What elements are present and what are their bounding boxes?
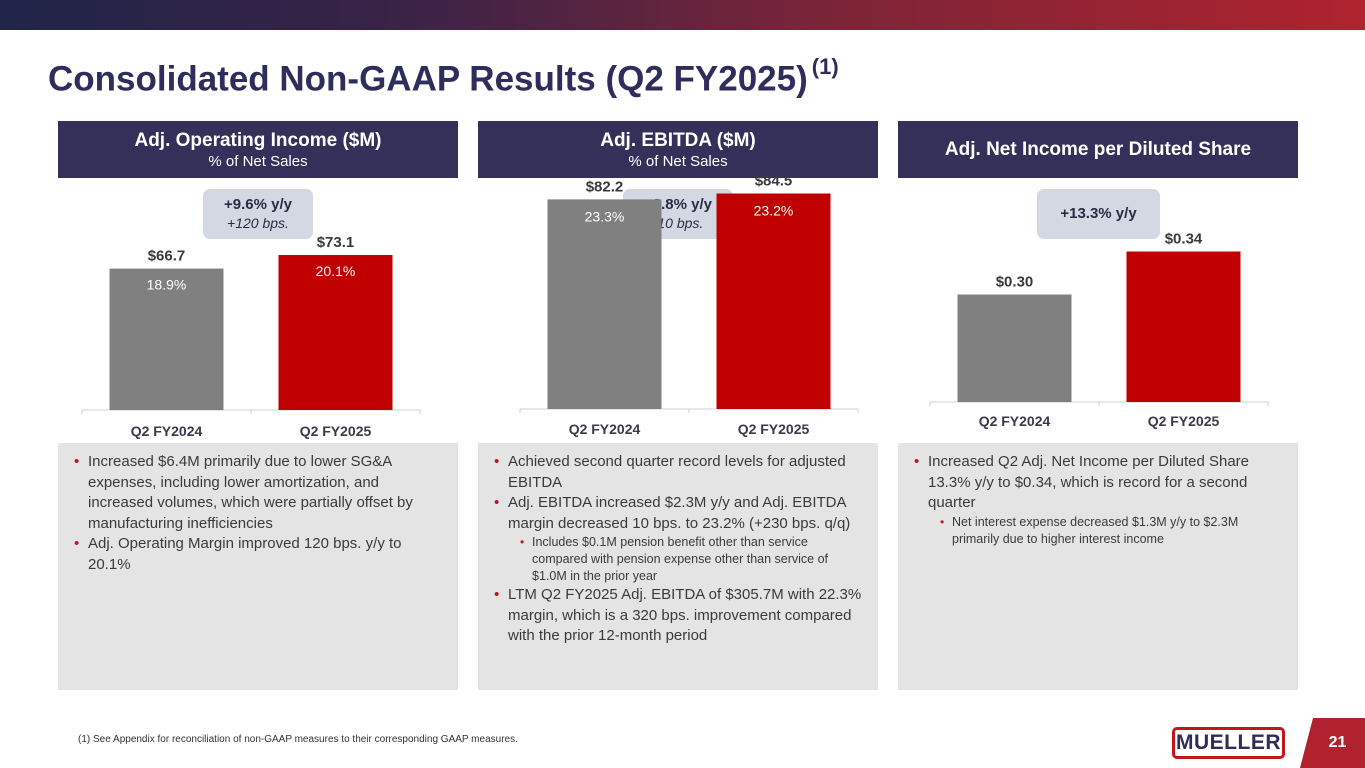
footnote: (1) See Appendix for reconciliation of n…: [78, 734, 518, 745]
x-tick-label: Q2 FY2025: [738, 421, 810, 437]
bullet-item: Adj. EBITDA increased $2.3M y/y and Adj.…: [494, 493, 864, 534]
change-badge-operating-income: +9.6% y/y +120 bps.: [203, 189, 313, 239]
page-number: 21: [1300, 718, 1365, 768]
bar-value-label: $73.1: [317, 234, 355, 251]
top-gradient-bar: [0, 0, 1365, 30]
bar-pct-label: 20.1%: [316, 263, 356, 279]
panel-title: Adj. EBITDA ($M): [600, 130, 756, 151]
bullet-item: Adj. Operating Margin improved 120 bps. …: [74, 534, 444, 575]
bar-q2-fy2025: [278, 255, 393, 410]
chart-operating-income: $66.7 18.9% Q2 FY2024 $73.1 20.1% Q2 FY2025: [81, 234, 421, 439]
bullets-operating-income: Increased $6.4M primarily due to lower S…: [58, 443, 458, 690]
panel-title: Adj. Operating Income ($M): [134, 130, 382, 151]
change-badge-net-income: +13.3% y/y: [1037, 189, 1160, 239]
bullet-item: Increased Q2 Adj. Net Income per Diluted…: [914, 452, 1284, 514]
x-tick-label: Q2 FY2025: [300, 423, 372, 439]
bar-q2-fy2024: [109, 268, 224, 410]
title-footnote-ref: (1): [811, 54, 839, 79]
yoy-change: +2.8% y/y: [644, 196, 712, 213]
bar-value-label: $0.30: [996, 274, 1034, 291]
panel-header-ebitda: Adj. EBITDA ($M) % of Net Sales: [478, 121, 878, 178]
panel-header-net-income: Adj. Net Income per Diluted Share: [898, 121, 1298, 178]
bar-pct-label: 23.2%: [754, 203, 794, 219]
bullet-item: LTM Q2 FY2025 Adj. EBITDA of $305.7M wit…: [494, 585, 864, 647]
bps-change: -10 bps.: [652, 215, 704, 231]
bullet-item: Increased $6.4M primarily due to lower S…: [74, 452, 444, 534]
bullet-item: Achieved second quarter record levels fo…: [494, 452, 864, 493]
x-tick-label: Q2 FY2025: [1148, 413, 1220, 429]
bar-pct-label: 18.9%: [147, 277, 187, 293]
bullets-ebitda: Achieved second quarter record levels fo…: [478, 443, 878, 690]
panel-title: Adj. Net Income per Diluted Share: [944, 139, 1252, 160]
panel-subtitle: % of Net Sales: [208, 153, 308, 170]
yoy-change: +9.6% y/y: [224, 196, 292, 213]
bar-value-label: $66.7: [148, 248, 186, 265]
yoy-change: +13.3% y/y: [1060, 205, 1137, 222]
panel-header-operating-income: Adj. Operating Income ($M) % of Net Sale…: [58, 121, 458, 178]
panel-subtitle: % of Net Sales: [628, 153, 728, 170]
x-tick-label: Q2 FY2024: [131, 423, 203, 439]
bar-value-label: $0.34: [1165, 231, 1203, 248]
bullets-net-income: Increased Q2 Adj. Net Income per Diluted…: [898, 443, 1298, 690]
x-tick-label: Q2 FY2024: [569, 421, 641, 437]
x-tick-label: Q2 FY2024: [979, 413, 1051, 429]
bps-change: +120 bps.: [227, 215, 289, 231]
bar-q2-fy2025: [1126, 251, 1241, 402]
page-title: Consolidated Non-GAAP Results (Q2 FY2025…: [48, 54, 839, 99]
bar-q2-fy2025: [716, 193, 831, 409]
bar-pct-label: 23.3%: [585, 208, 625, 224]
bar-value-label: $82.2: [586, 178, 624, 195]
chart-net-income-per-share: $0.30 Q2 FY2024 $0.34 Q2 FY2025: [929, 231, 1269, 429]
bar-q2-fy2024: [957, 294, 1072, 402]
sub-bullet-item: Includes $0.1M pension benefit other tha…: [520, 534, 864, 585]
change-badge-ebitda: +2.8% y/y -10 bps.: [623, 189, 733, 239]
mueller-logo: MUELLER: [1172, 727, 1285, 759]
sub-bullet-item: Net interest expense decreased $1.3M y/y…: [940, 514, 1284, 548]
